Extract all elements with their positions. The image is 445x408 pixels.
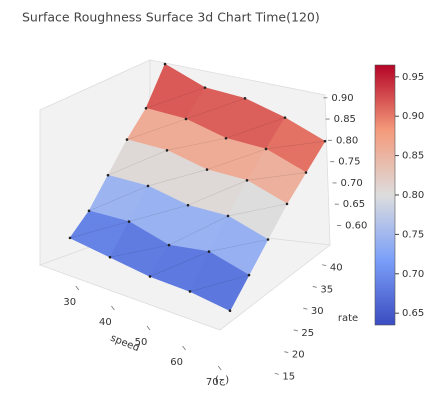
x-tick-label: 40 [99, 317, 112, 328]
surface-vertex [146, 184, 150, 188]
colorbar: 0.65 0.70 0.75 0.80 0.85 0.90 0.95 [374, 64, 424, 326]
y-tick [284, 351, 289, 354]
surface-vertex [68, 236, 72, 240]
surface-vertex [184, 117, 188, 121]
y-axis-label: rate [338, 313, 358, 324]
facet-edge [69, 221, 130, 239]
facet-edge [185, 98, 246, 120]
surface-vertex [285, 202, 289, 206]
x-tick [182, 345, 187, 351]
facet-edge [187, 180, 248, 206]
y-tick-label: 35 [320, 284, 333, 295]
y-tick [303, 307, 308, 310]
surface-vertex [106, 173, 110, 177]
y-tick [293, 329, 298, 332]
surface-vertex [304, 171, 308, 174]
colorbar-tick-label: 0.80 [402, 190, 424, 201]
y-tick-label: 30 [311, 306, 324, 317]
chart-title: Surface Roughness Surface 3d Chart Time(… [22, 10, 320, 25]
y-tick-label: 25 [301, 328, 314, 339]
surface-vertex [188, 290, 192, 293]
surface-vertex [245, 179, 249, 182]
surface-vertex [266, 238, 270, 241]
y-tick-label: 20 [292, 350, 305, 361]
surface-vertex [243, 97, 247, 100]
surface-vertex [167, 243, 171, 247]
colorbar-tick-label: 0.75 [402, 229, 424, 240]
z-tick-label: 0.65 [343, 199, 365, 210]
facet-edge [107, 150, 168, 176]
x-tick [146, 325, 151, 331]
surface-vertex [247, 273, 251, 277]
z-tick-label: 0.90 [331, 93, 353, 104]
x-tick [75, 285, 80, 291]
facet-edge [208, 239, 269, 252]
facet-edge [246, 172, 307, 181]
facet-edge [206, 148, 267, 170]
colorbar-scale [374, 64, 396, 326]
surface-vertex [323, 139, 327, 143]
surface-vertex [228, 309, 232, 313]
surface [68, 62, 327, 313]
surface-vertex [127, 220, 131, 223]
colorbar-tick-label: 0.85 [402, 151, 424, 162]
facet-edge [168, 215, 229, 246]
x-tick-label: 30 [63, 297, 76, 308]
z-tick-label: 0.80 [336, 135, 358, 146]
surface-vertex [144, 106, 148, 110]
z-tick-label: 0.70 [341, 178, 363, 189]
facet-edge [109, 244, 170, 258]
colorbar-tick-label: 0.70 [402, 269, 424, 280]
surface-vertex [226, 214, 230, 218]
x-tick [111, 305, 115, 311]
facet-edge [149, 251, 210, 277]
caption: (ج) [215, 375, 229, 386]
surface-vertex [186, 203, 190, 207]
facet-edge [166, 137, 227, 151]
colorbar-tick-label: 0.90 [402, 111, 424, 122]
z-tick-label: 0.75 [338, 157, 360, 168]
y-tick [274, 372, 279, 375]
surface-vertex [87, 209, 91, 213]
y-tick-label: 15 [282, 371, 295, 382]
colorbar-tick-label: 0.95 [402, 72, 424, 83]
x-tick-label: 70 [206, 377, 219, 388]
y-tick [312, 285, 317, 288]
facet-edge [225, 117, 286, 139]
surface-vertex [264, 147, 268, 151]
facet-edge [126, 118, 187, 140]
facet-edge [227, 203, 288, 217]
y-tick-label: 40 [330, 263, 343, 274]
facet-edge [128, 204, 189, 222]
x-tick-label: 60 [170, 357, 183, 368]
facet-edge [265, 140, 326, 150]
surface-vertex [205, 168, 209, 171]
x-tick-label: 50 [135, 337, 148, 348]
surface-vertex [165, 149, 169, 152]
colorbar-tick-label: 0.65 [402, 308, 424, 319]
surface-vertex [148, 275, 152, 278]
facet-edge [189, 274, 250, 292]
surface-vertex [163, 62, 167, 66]
surface-vertex [224, 136, 228, 140]
surface-vertex [207, 250, 211, 253]
z-tick-label: 0.60 [345, 220, 367, 231]
surface-vertex [125, 138, 129, 141]
surface-vertex [203, 86, 207, 89]
x-tick [217, 365, 222, 371]
y-tick [322, 264, 327, 267]
facet-edge [145, 87, 206, 109]
surface-vertex [108, 255, 112, 259]
surface-vertex [283, 116, 287, 119]
z-tick-label: 0.85 [334, 114, 356, 125]
facet-edge [147, 169, 208, 187]
facet-edge [88, 185, 149, 212]
